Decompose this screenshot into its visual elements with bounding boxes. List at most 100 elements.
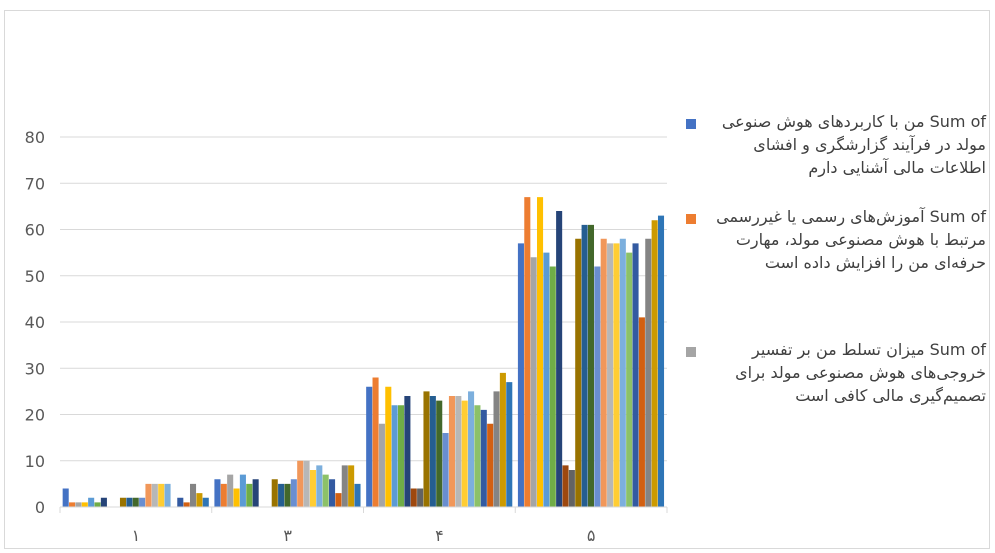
bar-s18-4: [626, 252, 633, 507]
bar-s20-4: [638, 317, 645, 507]
bar-s23-4: [657, 215, 665, 507]
bar-s23-2: [354, 483, 361, 507]
bar-s13-4: [594, 266, 601, 507]
bar-s1-2: [214, 479, 221, 507]
bar-s10-1: [119, 497, 127, 507]
legend-label-1: Sum of من با کاربردهای هوش صنوعی مولد در…: [700, 110, 986, 179]
bar-s23-1: [202, 497, 209, 507]
x-tick-label: ۵: [587, 526, 596, 545]
legend-entry-2: Sum of آموزش‌های رسمی یا غیررسمی مرتبط ب…: [686, 205, 986, 274]
x-tick-label: ٣: [283, 526, 292, 545]
bar-s6-1: [94, 502, 101, 507]
bar-s19-3: [480, 409, 487, 507]
bar-s5-4: [543, 252, 550, 507]
bar-s23-3: [506, 382, 513, 507]
bar-s20-1: [183, 502, 190, 507]
bar-s7-3: [404, 396, 411, 507]
x-tick-label: ۴: [435, 526, 444, 545]
legend-swatch-3: [686, 347, 696, 357]
bar-s16-4: [613, 243, 620, 507]
bar-s2-4: [524, 197, 531, 507]
legend-label-2: Sum of آموزش‌های رسمی یا غیررسمی مرتبط ب…: [700, 205, 986, 274]
bar-s20-3: [487, 423, 494, 507]
x-tick-label: ١: [132, 526, 141, 545]
y-tick-label: 60: [25, 221, 45, 240]
bar-s13-1: [139, 497, 146, 507]
y-tick-label: 70: [25, 174, 45, 193]
bar-s1-1: [62, 488, 69, 507]
bar-s3-4: [530, 257, 537, 507]
bar-s2-3: [372, 377, 379, 507]
legend-entry-3: Sum of میزان تسلط من بر تفسیر خروجی‌های …: [686, 338, 986, 407]
bar-s21-3: [493, 391, 500, 507]
bar-s19-2: [329, 479, 336, 507]
bar-s1-3: [366, 386, 373, 507]
bar-s7-4: [556, 211, 563, 507]
bar-s18-2: [322, 474, 329, 507]
bar-s14-4: [600, 238, 607, 507]
bar-s4-3: [385, 386, 392, 507]
bar-s2-2: [220, 483, 227, 507]
bar-s12-2: [284, 483, 291, 507]
y-tick-label: 40: [25, 313, 45, 332]
bar-s11-2: [278, 483, 285, 507]
bar-s5-3: [391, 405, 398, 507]
y-tick-label: 80: [25, 128, 45, 147]
legend-prefix-2: Sum of: [929, 207, 986, 226]
y-tick-label: 50: [25, 267, 45, 286]
bar-s3-1: [75, 502, 82, 507]
bar-s15-2: [303, 460, 310, 507]
bar-s10-2: [271, 479, 278, 507]
bar-s13-3: [442, 433, 449, 507]
bar-s8-3: [410, 488, 417, 507]
bar-s5-2: [239, 474, 246, 507]
bar-s22-2: [348, 465, 355, 507]
bar-s10-4: [575, 238, 582, 507]
bar-s15-3: [455, 396, 462, 507]
legend-label-3: Sum of میزان تسلط من بر تفسیر خروجی‌های …: [700, 338, 986, 407]
legend-entry-1: Sum of من با کاربردهای هوش صنوعی مولد در…: [686, 110, 986, 179]
bar-s18-3: [474, 405, 481, 507]
bar-s17-1: [164, 483, 171, 507]
bar-s13-2: [290, 479, 297, 507]
bar-s12-3: [436, 400, 443, 507]
bar-s7-1: [100, 497, 107, 507]
bar-s14-1: [145, 483, 152, 507]
bar-s16-1: [158, 483, 165, 507]
bar-s22-4: [651, 220, 658, 507]
bar-s21-4: [645, 238, 652, 507]
bar-s15-4: [607, 243, 614, 507]
bar-s6-4: [549, 266, 556, 507]
bar-s15-1: [151, 483, 158, 507]
bar-s2-1: [69, 502, 76, 507]
bar-s19-1: [177, 497, 184, 507]
legend-swatch-2: [686, 214, 696, 224]
bar-s11-3: [429, 396, 436, 507]
bar-s19-4: [632, 243, 639, 507]
legend-text-2: آموزش‌های رسمی یا غیررسمی مرتبط با هوش م…: [716, 207, 986, 272]
y-tick-label: 0: [35, 498, 45, 517]
legend-text-3: میزان تسلط من بر تفسیر خروجی‌های هوش مصن…: [735, 340, 986, 405]
legend-swatch-1: [686, 119, 696, 129]
bar-s1-4: [517, 243, 524, 507]
bar-s4-4: [537, 197, 544, 507]
bar-s10-3: [423, 391, 430, 507]
bar-s6-3: [397, 405, 405, 507]
bar-s20-2: [335, 493, 342, 507]
legend-text-1: من با کاربردهای هوش صنوعی مولد در فرآیند…: [721, 112, 986, 177]
bar-s16-2: [309, 470, 316, 507]
bar-s17-3: [468, 391, 475, 507]
bar-s3-2: [227, 474, 234, 507]
bar-s11-1: [126, 497, 133, 507]
bar-s17-4: [619, 238, 626, 507]
bar-s14-2: [297, 460, 304, 507]
bar-s14-3: [448, 396, 455, 507]
bar-s22-1: [196, 493, 203, 507]
y-tick-label: 10: [25, 452, 45, 471]
bar-s22-3: [499, 372, 506, 507]
legend-prefix-3: Sum of: [929, 340, 986, 359]
bar-s4-1: [81, 502, 88, 507]
bar-s4-2: [233, 488, 240, 507]
y-tick-label: 30: [25, 359, 45, 378]
y-tick-label: 20: [25, 406, 45, 425]
